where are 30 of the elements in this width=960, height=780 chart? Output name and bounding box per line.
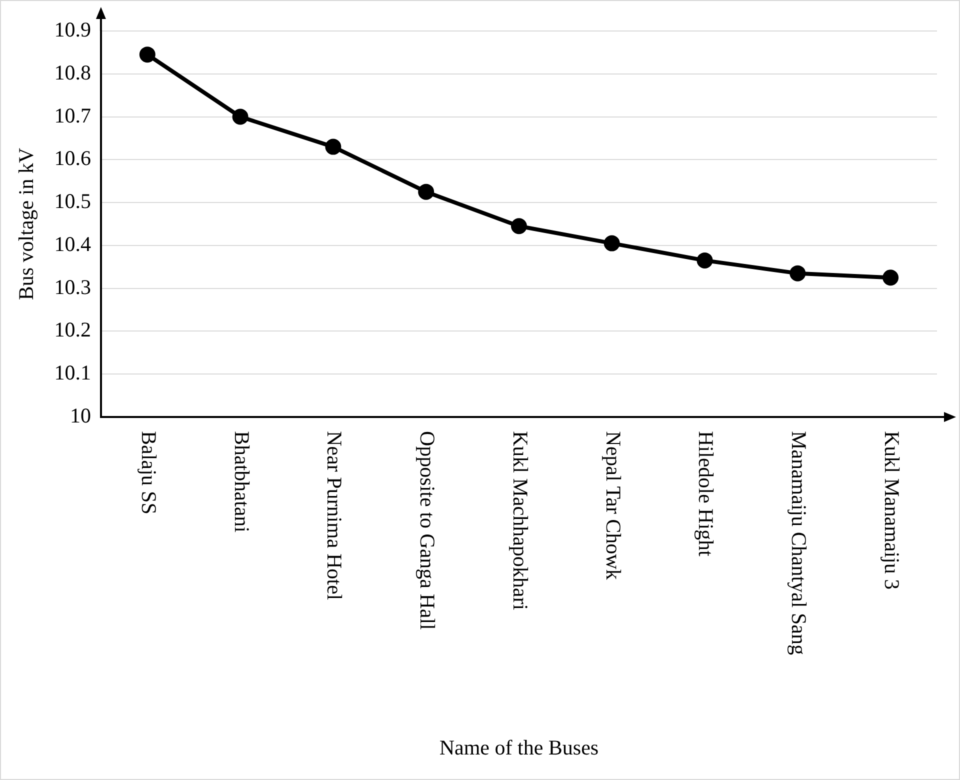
point <box>232 108 248 125</box>
x-tick-label: Kukl Machhapokhari <box>508 430 532 610</box>
point <box>139 46 156 63</box>
x-tick-label: Manamaiju Chantyal Sang <box>787 430 812 656</box>
y-axis-title: Bus voltage in kV <box>14 148 38 300</box>
x-axis-title: Name of the Buses <box>439 736 599 760</box>
point <box>696 252 713 268</box>
point <box>418 184 434 200</box>
y-tick-label: 10.3 <box>54 274 91 299</box>
x-tick-label: Hiledole Hight <box>694 430 718 557</box>
y-tick-label: 10.1 <box>54 360 91 385</box>
point <box>604 235 620 252</box>
y-tick-label: 10 <box>70 404 91 428</box>
x-tick-label: Balaju SS <box>136 430 161 514</box>
x-tick-label: Bhatbhatani <box>230 430 254 533</box>
point <box>790 265 806 282</box>
x-tick-label: Near Purnima Hotel <box>322 430 347 600</box>
y-tick-label: 10.7 <box>54 103 91 128</box>
point <box>325 138 342 155</box>
y-tick-label: 10.2 <box>54 318 91 342</box>
y-tick-label: 10.9 <box>54 18 91 42</box>
point <box>882 270 899 286</box>
y-tick-label: 10.4 <box>54 232 92 256</box>
x-tick-label: Opposite to Ganga Hall <box>416 431 440 630</box>
x-tick-label: Kukl Manamaiju 3 <box>880 431 904 590</box>
y-tick-label: 10.6 <box>54 146 91 170</box>
y-tick-label: 10.8 <box>54 60 91 84</box>
x-tick-label: Nepal Tar Chowk <box>601 431 626 580</box>
y-tick-label: 10.5 <box>54 189 91 214</box>
point <box>510 218 527 234</box>
